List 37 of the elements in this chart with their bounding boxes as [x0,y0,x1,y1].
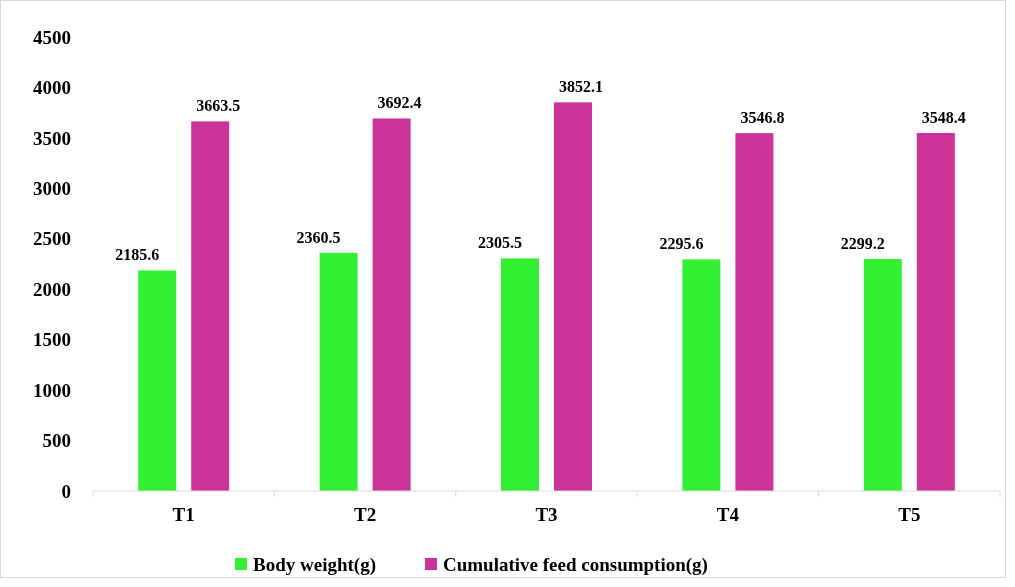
y-tick-label: 2500 [33,228,71,250]
bar [735,133,774,491]
bar [916,133,955,491]
bar [372,118,411,491]
data-label: 3663.5 [196,97,241,115]
data-label: 2360.5 [296,228,341,246]
data-label: 3692.4 [377,94,422,112]
x-tick-label: T5 [898,504,921,525]
y-tick-label: 3500 [33,127,71,149]
y-tick-label: 1500 [33,329,71,351]
x-tick-label: T2 [354,504,377,525]
data-label: 2305.5 [478,234,522,252]
bar [319,252,358,491]
y-tick-label: 4000 [33,77,71,99]
x-tick-label: T1 [172,504,195,525]
bar [138,270,177,491]
y-tick-label: 500 [42,430,71,452]
y-tick-label: 1000 [33,379,71,401]
data-label: 3852.1 [559,78,603,96]
legend-label: Cumulative feed consumption(g) [443,553,708,576]
legend-label: Body weight(g) [253,553,376,576]
data-label: 3548.4 [921,109,966,127]
y-tick-label: 3000 [33,177,71,199]
x-tick-label: T4 [716,504,740,525]
data-label: 2295.6 [659,235,704,253]
bar [191,121,230,491]
bar [863,259,902,491]
bar [501,258,539,491]
data-label: 3546.8 [740,109,785,127]
data-label: 2185.6 [115,246,160,264]
bar [682,259,721,491]
y-tick-label: 0 [61,480,71,502]
data-label: 2299.2 [840,235,885,253]
x-tick-label: T3 [535,504,558,525]
y-tick-label: 4500 [33,26,71,48]
bar [554,102,592,491]
y-tick-label: 2000 [33,278,71,300]
